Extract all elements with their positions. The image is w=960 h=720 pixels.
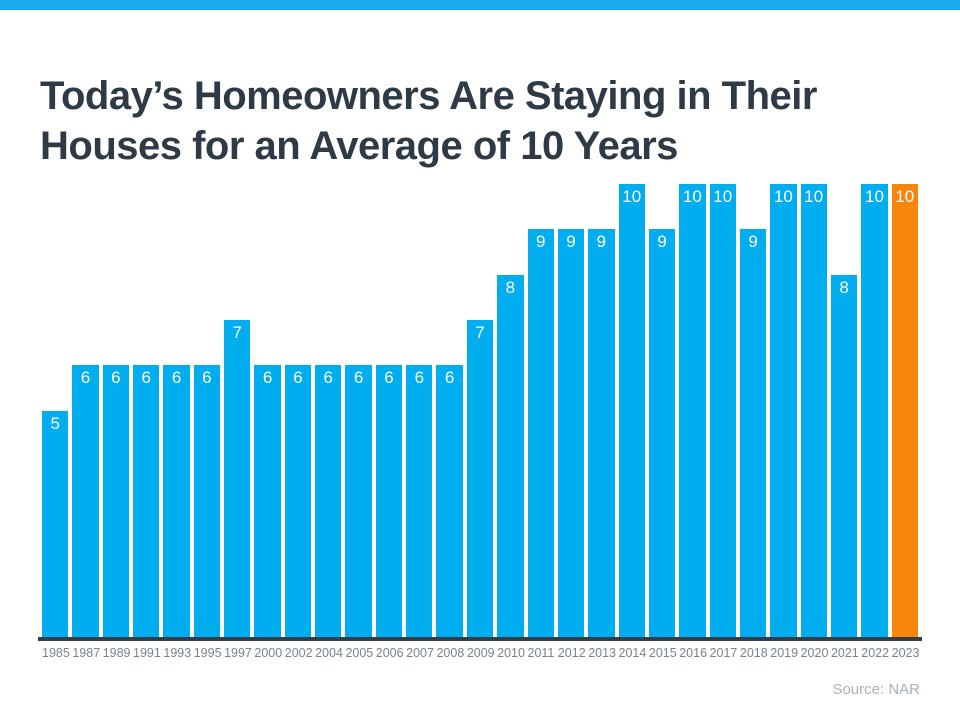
year-label-2023: 2023: [891, 646, 920, 660]
bar-2011: 9: [527, 229, 554, 637]
bar-2015: 9: [648, 229, 676, 637]
bar-value-label: 6: [141, 368, 151, 388]
bar-value-label: 6: [80, 368, 91, 388]
page-title-line2: Houses for an Average of 10 Years: [40, 123, 678, 168]
bar-value-label: 9: [748, 232, 758, 252]
bar-chart: 5 6 6 6 6 6 7 6 6 6 6 6 6 6 7 8 9 9 9 10 9 10 10 9 10 10 8 10 10: [42, 184, 918, 637]
bar-value-label: 10: [682, 187, 702, 206]
bar-1997: 7: [224, 319, 251, 637]
bar-value-label: 6: [384, 368, 394, 388]
bar-value-label: 10: [804, 187, 824, 206]
year-label-1987: 1987: [72, 646, 101, 660]
bar-2021: 8: [830, 274, 858, 637]
bar-value-label: 9: [657, 232, 667, 252]
bar-2000: 6: [254, 365, 281, 637]
bar-2018: 9: [739, 229, 767, 637]
year-label-2009: 2009: [466, 646, 495, 660]
bar-value-label: 8: [839, 277, 849, 297]
bar-2014: 10: [618, 184, 645, 637]
bar-value-label: 7: [475, 322, 485, 342]
bar-value-label: 9: [596, 232, 607, 252]
bar-1991: 6: [133, 365, 160, 637]
year-label-2021: 2021: [830, 646, 859, 660]
year-label-2000: 2000: [254, 646, 283, 660]
year-label-1991: 1991: [133, 646, 161, 660]
bar-value-label: 7: [232, 322, 242, 342]
bar-1987: 6: [72, 365, 99, 637]
x-axis-line: [38, 637, 922, 641]
source-attribution: Source: NAR: [832, 681, 920, 698]
year-label-2007: 2007: [406, 646, 434, 660]
bar-2008: 6: [436, 365, 463, 637]
bar-value-label: 6: [323, 368, 333, 388]
year-label-1997: 1997: [224, 646, 252, 660]
bar-value-label: 10: [713, 187, 733, 206]
year-label-2017: 2017: [709, 646, 738, 660]
top-accent-bar: [0, 0, 960, 10]
bar-value-label: 6: [414, 368, 425, 388]
year-label-2022: 2022: [861, 646, 890, 660]
bar-value-label: 6: [262, 368, 273, 388]
x-axis-labels: 1985 1987 1989 1991 1993 1995 1997 2000 2002 2004…: [42, 646, 920, 660]
year-label-2008: 2008: [436, 646, 465, 660]
year-label-2013: 2013: [588, 646, 616, 660]
page-title: Today’s Homeowners Are Staying in Their …: [40, 71, 817, 171]
bar-2023: 10: [891, 184, 918, 637]
bar-2002: 6: [284, 365, 312, 637]
bar-value-label: 10: [864, 187, 884, 206]
year-label-2005: 2005: [345, 646, 374, 660]
bar-2010: 8: [497, 274, 524, 637]
year-label-2004: 2004: [315, 646, 343, 660]
bar-value-label: 6: [293, 368, 303, 388]
year-label-1995: 1995: [193, 646, 222, 660]
bar-value-label: 9: [535, 232, 546, 252]
bar-value-label: 6: [171, 368, 182, 388]
bar-1995: 6: [193, 365, 221, 637]
bar-2007: 6: [406, 365, 433, 637]
bar-2006: 6: [375, 365, 403, 637]
year-label-2018: 2018: [739, 646, 768, 660]
year-label-2016: 2016: [679, 646, 708, 660]
year-label-2006: 2006: [375, 646, 404, 660]
year-label-2011: 2011: [527, 646, 555, 660]
year-label-2019: 2019: [770, 646, 799, 660]
year-label-2010: 2010: [497, 646, 525, 660]
bar-value-label: 6: [444, 368, 455, 388]
year-label-1989: 1989: [102, 646, 131, 660]
bar-2020: 10: [800, 184, 827, 637]
bar-value-label: 10: [622, 187, 642, 206]
year-label-2012: 2012: [557, 646, 586, 660]
bar-2013: 9: [588, 229, 615, 637]
year-label-2014: 2014: [618, 646, 647, 660]
year-label-2002: 2002: [284, 646, 313, 660]
bar-value-label: 6: [353, 368, 364, 388]
year-label-2020: 2020: [800, 646, 829, 660]
bar-1985: 5: [42, 410, 69, 637]
bar-2016: 10: [679, 184, 706, 637]
bar-1989: 6: [102, 365, 130, 637]
bar-2012: 9: [557, 229, 585, 637]
bar-value-label: 8: [505, 277, 516, 297]
bar-1993: 6: [163, 365, 190, 637]
page-title-line1: Today’s Homeowners Are Staying in Their: [40, 73, 817, 118]
bar-value-label: 10: [895, 187, 915, 206]
bar-value-label: 6: [111, 368, 121, 388]
bar-2005: 6: [345, 365, 372, 637]
bar-value-label: 9: [566, 232, 576, 252]
year-label-1993: 1993: [163, 646, 192, 660]
bar-value-label: 6: [202, 368, 212, 388]
bar-2017: 10: [709, 184, 736, 637]
bar-2009: 7: [466, 319, 494, 637]
bar-2019: 10: [770, 184, 797, 637]
bar-value-label: 5: [50, 413, 60, 433]
bar-2022: 10: [861, 184, 888, 637]
bar-value-label: 10: [773, 187, 793, 206]
year-label-1985: 1985: [42, 646, 70, 660]
bar-2004: 6: [315, 365, 342, 637]
year-label-2015: 2015: [648, 646, 677, 660]
